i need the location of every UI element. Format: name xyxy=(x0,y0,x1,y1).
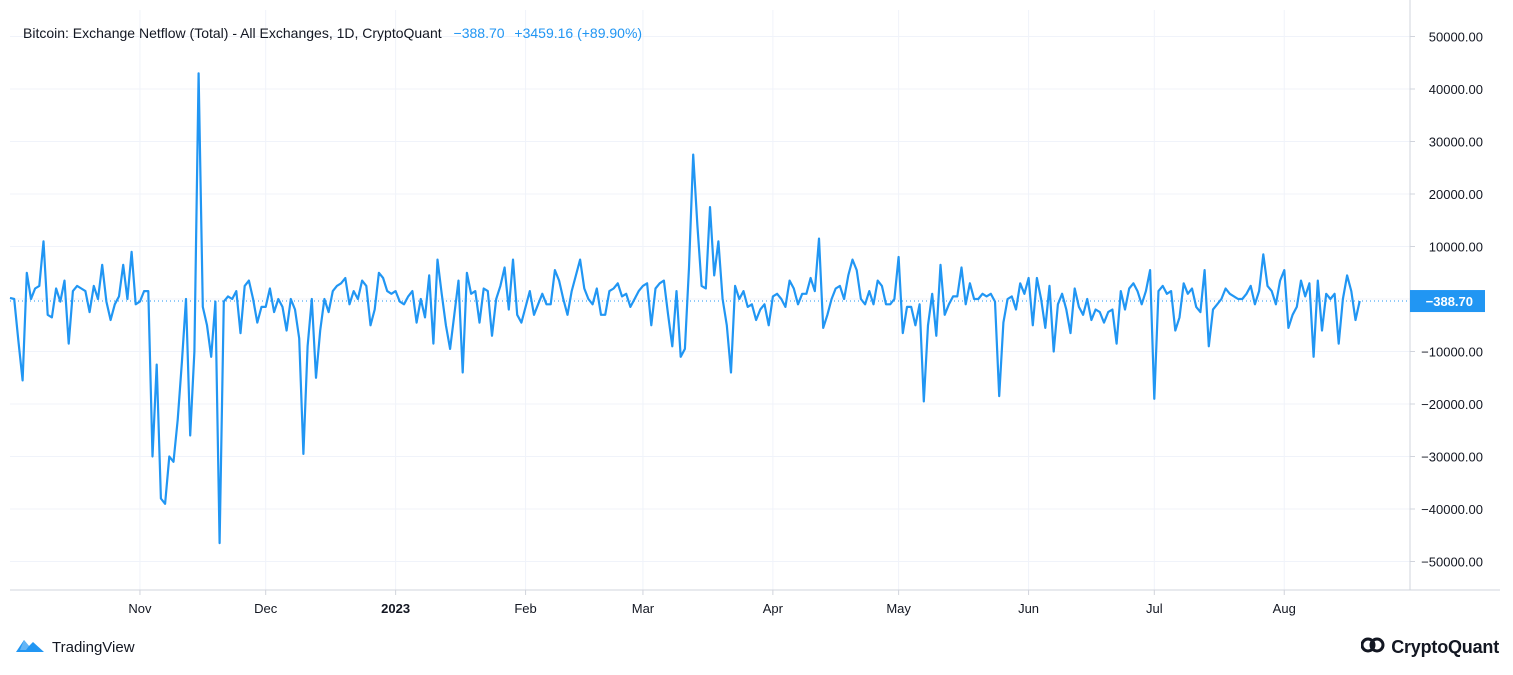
y-tick-label: 40000.00 xyxy=(1429,82,1483,97)
series-layer xyxy=(9,72,1410,545)
y-tick-label: 20000.00 xyxy=(1429,187,1483,202)
tradingview-attribution[interactable]: TradingView xyxy=(14,636,135,658)
price-label-badge xyxy=(1410,290,1485,313)
y-tick-label: 30000.00 xyxy=(1429,135,1483,150)
y-tick-label: −10000.00 xyxy=(1421,345,1483,360)
x-tick-label: May xyxy=(886,601,911,616)
cryptoquant-logo-icon xyxy=(1360,635,1385,660)
label-layer: 50000.00 40000.00 30000.00 20000.00 10000.00… xyxy=(128,30,1485,616)
y-tick-label: 10000.00 xyxy=(1429,240,1483,255)
price-label-text: −388.70 xyxy=(1426,294,1473,309)
netflow-series-line[interactable] xyxy=(9,72,1361,545)
cryptoquant-label: CryptoQuant xyxy=(1391,636,1499,657)
x-tick-label: Nov xyxy=(128,601,152,616)
x-tick-label: Feb xyxy=(514,601,536,616)
chart-title: Bitcoin: Exchange Netflow (Total) - All … xyxy=(23,25,442,41)
tradingview-label: TradingView xyxy=(52,638,135,656)
tradingview-logo-icon xyxy=(14,636,46,659)
legend-change: +3459.16 (+89.90%) xyxy=(514,25,643,41)
x-tick-label: 2023 xyxy=(381,601,410,616)
y-tick-label: 50000.00 xyxy=(1429,30,1483,45)
chart-legend: Bitcoin: Exchange Netflow (Total) - All … xyxy=(23,25,642,41)
y-tick-label: −20000.00 xyxy=(1421,397,1483,412)
x-tick-label: Mar xyxy=(632,601,655,616)
axis-layer xyxy=(10,0,1500,595)
x-tick-label: Aug xyxy=(1273,601,1296,616)
y-tick-label: −40000.00 xyxy=(1421,502,1483,517)
x-tick-label: Jun xyxy=(1018,601,1039,616)
x-tick-label: Apr xyxy=(763,601,784,616)
x-tick-label: Dec xyxy=(254,601,278,616)
y-tick-label: −50000.00 xyxy=(1421,555,1483,570)
y-tick-label: −30000.00 xyxy=(1421,450,1483,465)
legend-last-value: −388.70 xyxy=(453,25,505,41)
x-tick-label: Jul xyxy=(1146,601,1163,616)
cryptoquant-attribution[interactable]: CryptoQuant xyxy=(1360,635,1499,660)
